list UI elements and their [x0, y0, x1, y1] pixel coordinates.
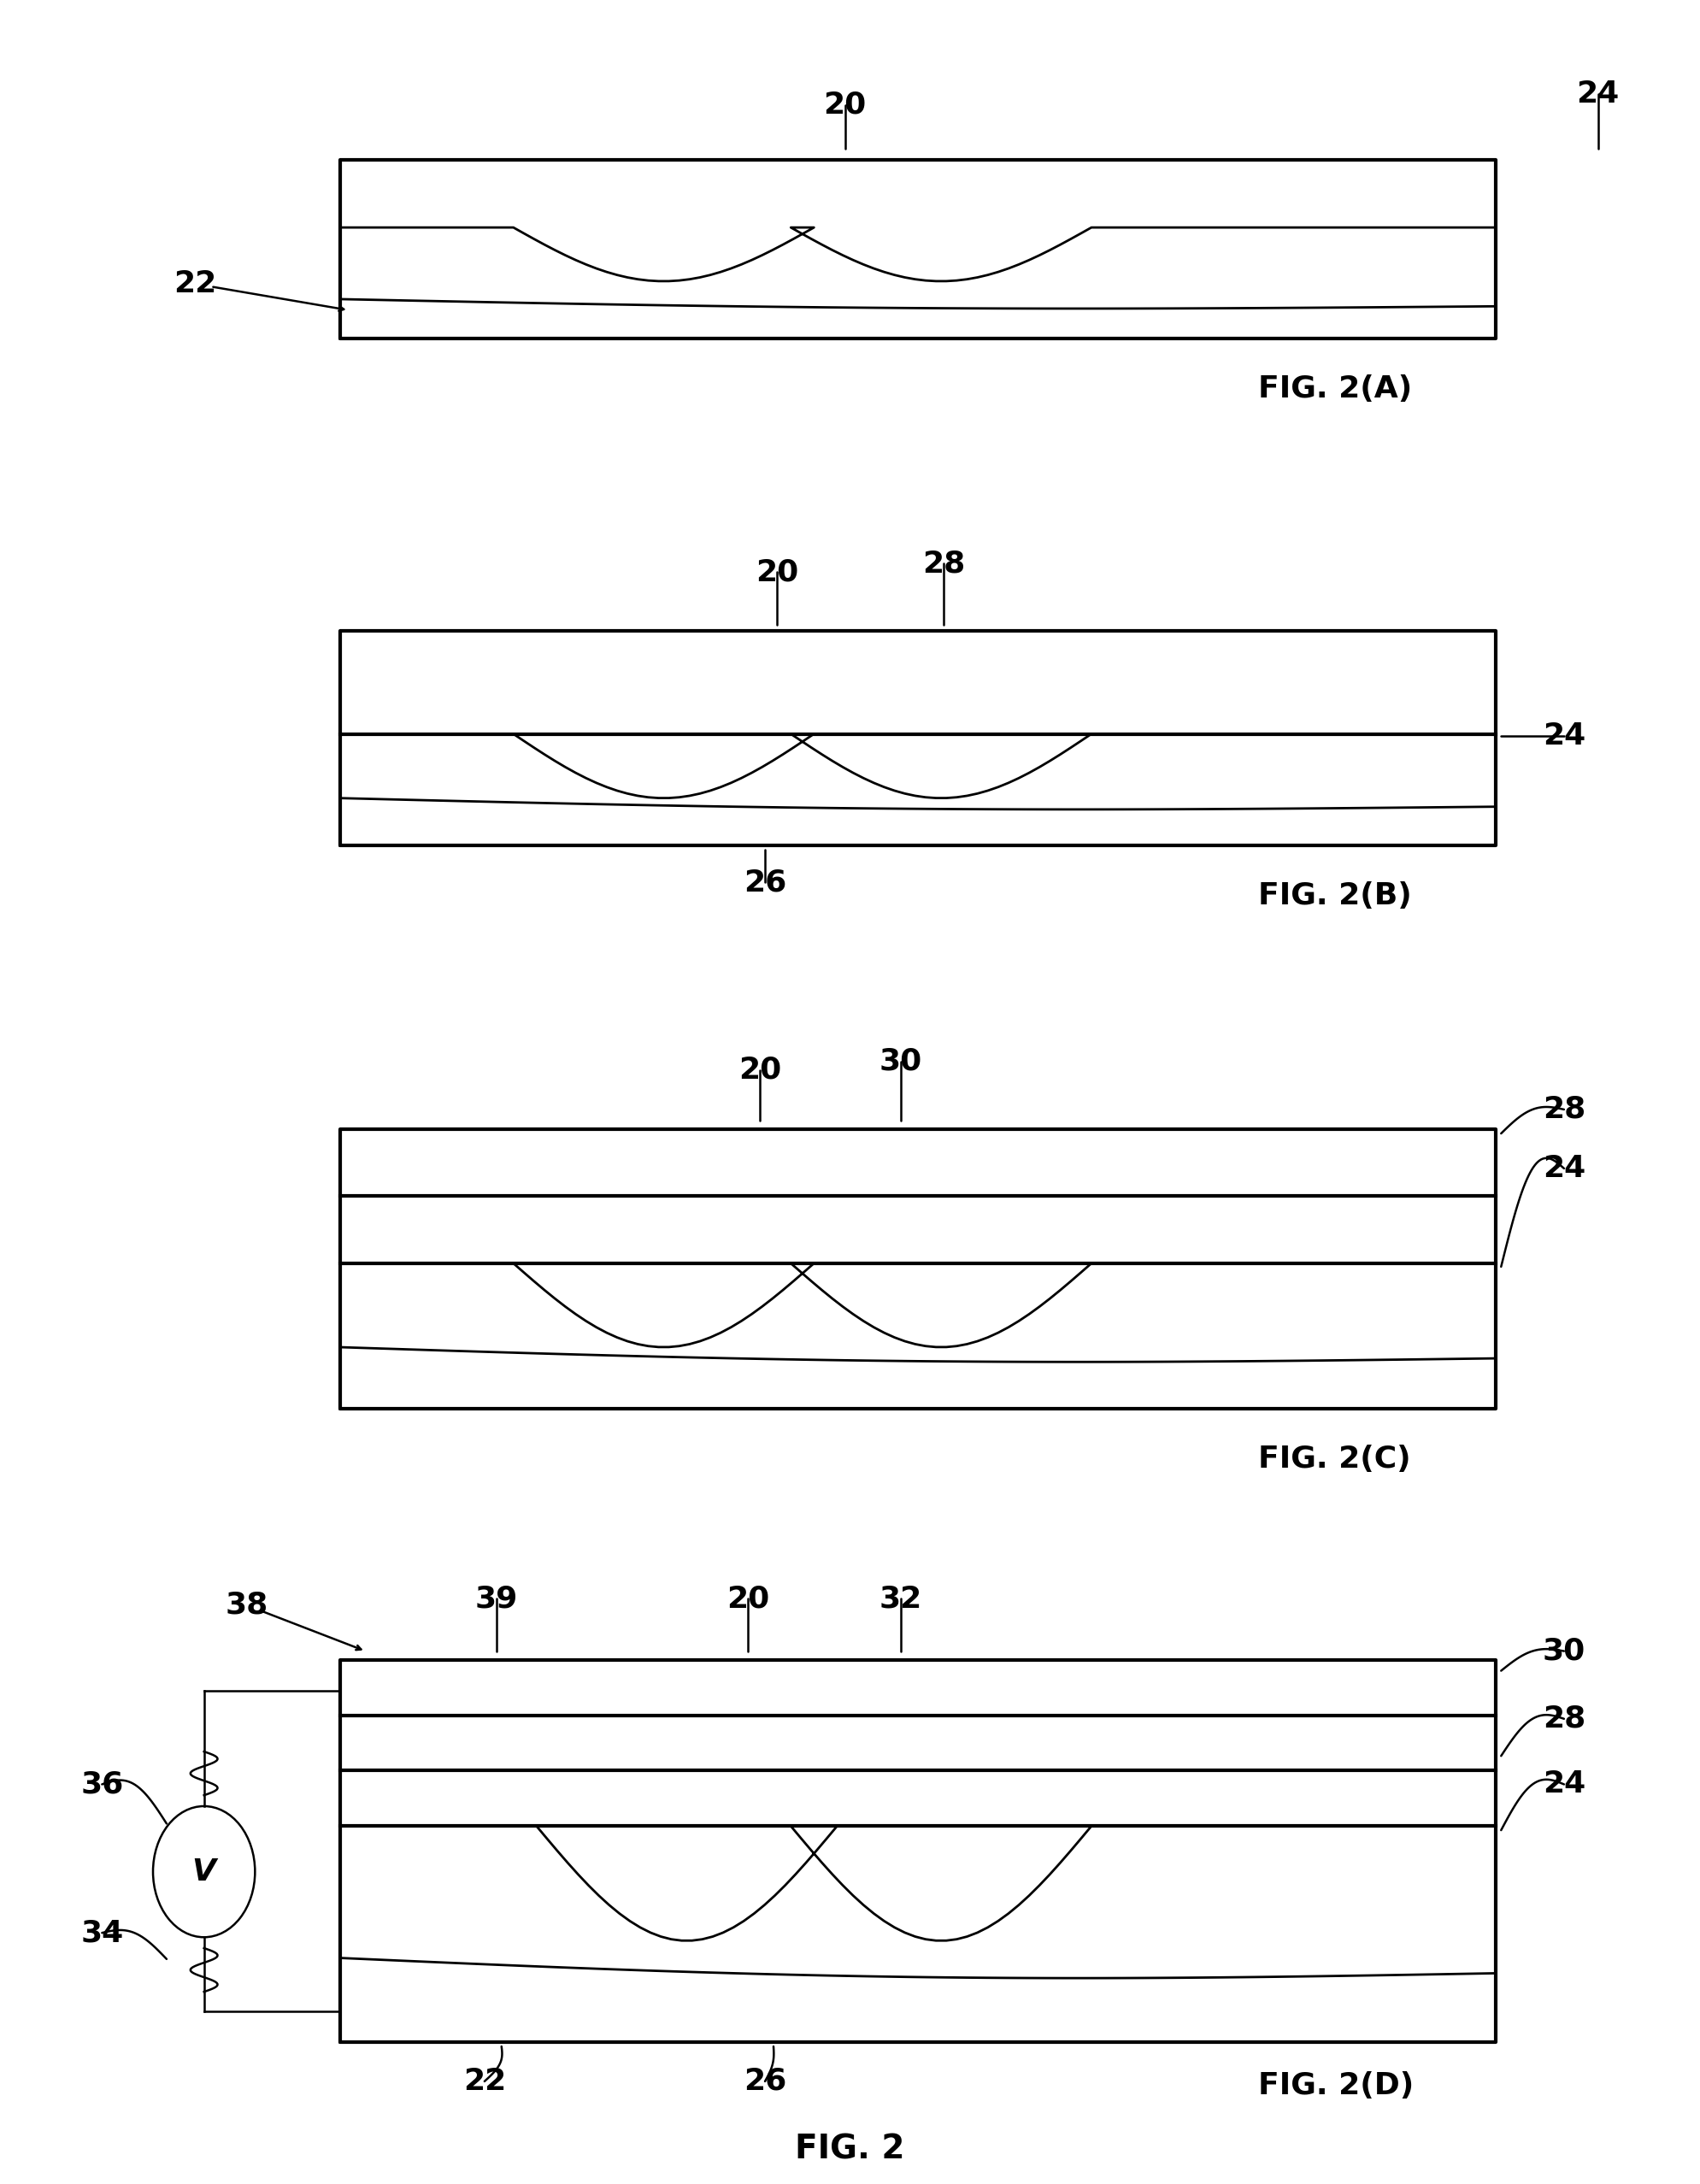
Text: 38: 38 [224, 1590, 269, 1621]
Text: 36: 36 [80, 1769, 124, 1800]
Text: 20: 20 [726, 1583, 770, 1614]
Text: 22: 22 [173, 269, 218, 299]
Text: 20: 20 [738, 1055, 782, 1085]
Text: FIG. 2(D): FIG. 2(D) [1258, 2070, 1414, 2101]
Text: 24: 24 [1542, 1153, 1586, 1184]
Text: 20: 20 [755, 557, 799, 587]
Text: 26: 26 [743, 2066, 787, 2097]
Text: V: V [192, 1856, 216, 1887]
Text: 24: 24 [1542, 1769, 1586, 1800]
Text: 39: 39 [474, 1583, 518, 1614]
Text: 22: 22 [462, 2066, 507, 2097]
Text: 28: 28 [921, 548, 966, 579]
Text: 28: 28 [1542, 1704, 1586, 1734]
Text: 20: 20 [823, 90, 867, 120]
Text: 28: 28 [1542, 1094, 1586, 1125]
Text: 32: 32 [879, 1583, 923, 1614]
Text: 30: 30 [1542, 1636, 1586, 1666]
Text: 24: 24 [1576, 79, 1620, 109]
Text: 24: 24 [1542, 721, 1586, 751]
Text: FIG. 2(A): FIG. 2(A) [1258, 373, 1413, 404]
Text: FIG. 2(B): FIG. 2(B) [1258, 880, 1411, 911]
Text: 26: 26 [743, 867, 787, 898]
Text: FIG. 2(C): FIG. 2(C) [1258, 1444, 1411, 1474]
Text: 34: 34 [80, 1918, 124, 1948]
Text: 30: 30 [879, 1046, 923, 1077]
Text: FIG. 2: FIG. 2 [796, 2134, 904, 2164]
